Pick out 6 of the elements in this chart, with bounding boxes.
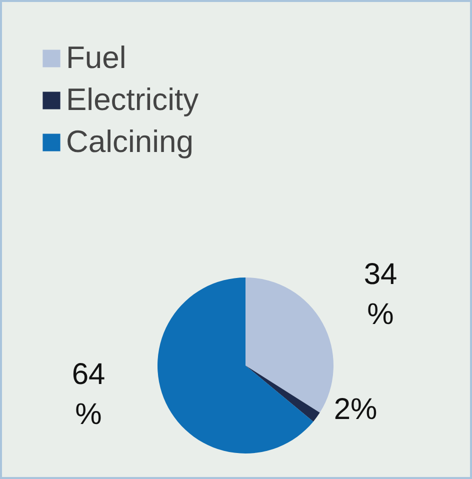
data-label: 64 % (72, 358, 106, 431)
data-label: 34 % (364, 258, 398, 331)
legend-label: Calcining (66, 124, 194, 160)
legend-label: Electricity (66, 82, 199, 118)
data-label: 2% (334, 393, 378, 426)
legend-label: Fuel (66, 40, 126, 76)
